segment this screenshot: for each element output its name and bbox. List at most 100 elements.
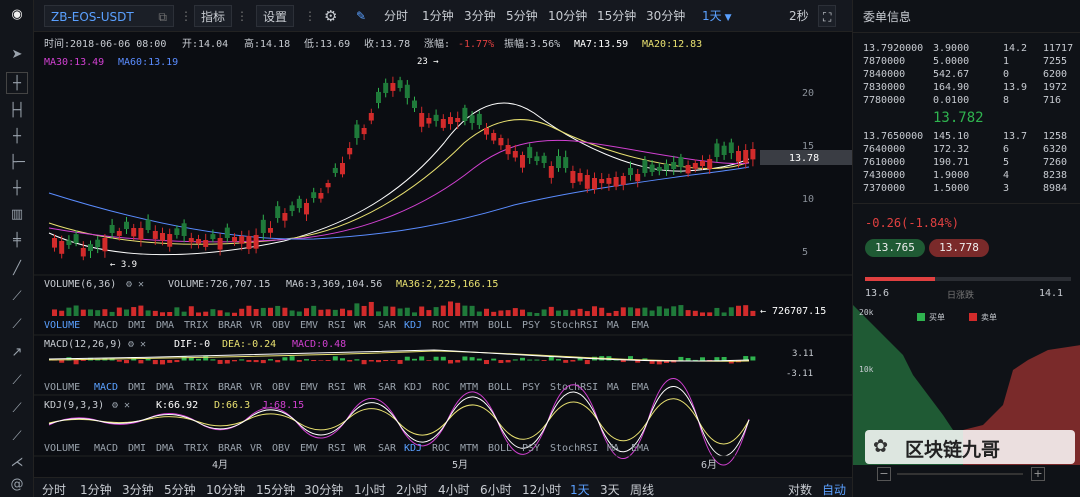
indicator-tab[interactable]: EMV [300,382,318,393]
crosshair-icon[interactable]: ┼ [6,72,28,94]
bid-price-pill[interactable]: 13.765 [865,239,925,257]
indicator-tab[interactable]: ROC [432,320,450,331]
orderbook-row[interactable]: 13.7920000 3.9000 14.2 11717 [863,43,1075,56]
segment-icon[interactable]: ├─ [9,155,25,170]
orderbook-row[interactable]: 7610000 190.71 5 7260 [863,157,1075,170]
orderbook-row[interactable]: 7780000 0.0100 8 716 [863,95,1075,108]
bottom-interval[interactable]: 6小时 [480,483,512,497]
orderbook-row[interactable]: 7370000 1.5000 3 8984 [863,183,1075,196]
indicator-tab[interactable]: BRAR [218,382,243,393]
bottom-interval[interactable]: 15分钟 [256,483,296,497]
indicator-tab[interactable]: PSY [522,382,540,393]
indicator-tab[interactable]: BOLL [488,443,512,454]
gann-icon[interactable]: ⟋ [12,429,22,444]
bottom-interval[interactable]: 1小时 [354,483,386,497]
interval-button[interactable]: 5分钟 [506,5,538,27]
indicator-tab[interactable]: ROC [432,382,450,393]
indicator-tab[interactable]: BOLL [488,382,512,393]
indicator-tab[interactable]: SAR [378,320,397,331]
indicator-tab[interactable]: TRIX [184,320,208,331]
trendline-icon[interactable]: ╱ [13,261,21,276]
zoom-slider[interactable] [897,473,1023,475]
indicator-tab[interactable]: StochRSI [550,382,598,393]
indicator-tab[interactable]: WR [354,443,367,454]
trend-angle-icon[interactable]: ⟋ [12,289,22,304]
orderbook-row[interactable]: 7640000 172.32 6 6320 [863,144,1075,157]
indicator-tab[interactable]: VOLUME [44,382,80,393]
indicator-tab[interactable]: MTM [460,320,478,331]
indicator-tab[interactable]: VR [250,443,263,454]
zoom-in-button[interactable]: + [1031,467,1045,481]
interval-button[interactable]: 10分钟 [548,5,587,27]
bottom-interval[interactable]: 3天 [600,483,620,497]
hline-icon[interactable]: ├┤ [9,103,25,118]
arrow-line-icon[interactable]: ↗ [11,345,23,360]
settings-icon[interactable]: ⚙ ✕ [111,400,130,411]
indicator-tab[interactable]: KDJ [404,320,422,331]
bottom-interval[interactable]: 12小时 [522,483,562,497]
interval-button[interactable]: 3分钟 [464,5,496,27]
indicator-tab[interactable]: MA [607,382,619,393]
indicator-tab[interactable]: EMV [300,320,318,331]
indicator-tab[interactable]: ROC [432,443,450,454]
bottom-interval[interactable]: 2小时 [396,483,428,497]
orderbook-row[interactable]: 7430000 1.9000 4 8238 [863,170,1075,183]
symbol-selector[interactable]: ZB-EOS-USDT ⧉ [44,5,174,27]
interval-dropdown[interactable]: 1天 ▼ [702,5,732,27]
indicator-tab[interactable]: StochRSI [550,320,598,331]
indicator-tab[interactable]: WR [354,320,367,331]
fib-icon[interactable]: ⟋ [12,373,22,388]
indicator-tab[interactable]: WR [354,382,367,393]
indicator-tab[interactable]: VR [250,320,263,331]
bottom-interval[interactable]: 分时 [42,483,67,497]
more-icon[interactable]: ⋮ [180,9,192,23]
indicator-tab[interactable]: OBV [272,382,290,393]
spiral-icon[interactable]: @ [10,477,24,492]
indicator-tab[interactable]: SAR [378,443,397,454]
interval-button[interactable]: 1分钟 [422,5,454,27]
indicator-tab[interactable]: MACD [94,443,118,454]
indicator-tab[interactable]: StochRSI [550,443,598,454]
indicator-tab[interactable]: BRAR [218,320,243,331]
indicator-tab[interactable]: VR [250,382,263,393]
pitchfork-icon[interactable]: ⟋ [12,317,22,332]
more-icon[interactable]: ⋮ [304,9,316,23]
refresh-rate[interactable]: 2秒 [789,5,809,27]
orderbook-row[interactable]: 7870000 5.0000 1 7255 [863,56,1075,69]
bottom-interval-selected[interactable]: 1天 [570,483,590,497]
indicator-tab[interactable]: OBV [272,320,290,331]
ask-price-pill[interactable]: 13.778 [929,239,989,257]
indicator-tab[interactable]: KDJ [404,382,422,393]
indicator-tab[interactable]: MACD [94,320,118,331]
bottom-interval[interactable]: 10分钟 [206,483,246,497]
indicator-tab[interactable]: MACD [94,382,118,393]
indicator-tab[interactable]: KDJ [404,443,422,454]
indicator-tab[interactable]: EMA [631,320,649,331]
bottom-interval[interactable]: 3分钟 [122,483,154,497]
indicator-tab[interactable]: BOLL [488,320,512,331]
indicator-tab[interactable]: DMI [128,443,146,454]
fan-icon[interactable]: ⟋ [12,401,22,416]
indicator-tab[interactable]: MTM [460,382,478,393]
indicator-tab[interactable]: PSY [522,320,540,331]
indicators-button[interactable]: 指标 [194,5,233,27]
vline-icon[interactable]: ┼ [13,181,21,196]
settings-icon[interactable]: ⚙ ✕ [125,279,144,290]
indicator-tab[interactable]: EMV [300,443,318,454]
bottom-interval[interactable]: 4小时 [438,483,470,497]
interval-button[interactable]: 30分钟 [646,5,685,27]
indicator-tab[interactable]: DMA [156,382,174,393]
indicator-tab[interactable]: MTM [460,443,478,454]
indicator-tab[interactable]: RSI [328,443,346,454]
parallel-icon[interactable]: ╪ [13,233,21,248]
indicator-tab[interactable]: TRIX [184,382,208,393]
indicator-tab[interactable]: MA [607,320,619,331]
fullscreen-icon[interactable]: ⛶ [818,5,837,27]
gear-icon[interactable]: ⚙ [324,7,338,25]
indicator-tab[interactable]: SAR [378,382,397,393]
settings-icon[interactable]: ⚙ ✕ [127,339,146,350]
indicator-tab[interactable]: DMI [128,382,146,393]
scale-auto-button[interactable]: 自动 [822,483,847,497]
ray-icon[interactable]: ┼ [13,129,21,144]
wave-icon[interactable]: ⋌ [10,455,24,470]
